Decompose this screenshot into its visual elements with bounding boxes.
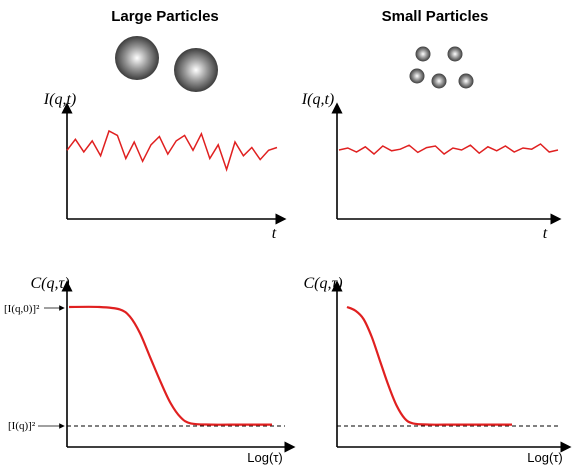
small-particle-sphere bbox=[415, 46, 431, 62]
small-particle-sphere bbox=[431, 73, 447, 89]
small-correlation-xlabel: Log(τ) bbox=[527, 450, 562, 465]
large-correlation-ylabel: C(q,τ) bbox=[30, 275, 69, 292]
large-particles-title: Large Particles bbox=[111, 8, 219, 25]
large-particle-sphere bbox=[174, 48, 218, 92]
large-intensity-axes bbox=[61, 102, 287, 225]
large-correlation-axes bbox=[61, 280, 296, 453]
small-correlation-axes bbox=[331, 280, 572, 453]
large-intensity-xlabel: t bbox=[272, 225, 277, 242]
large-intensity-ylabel: I(q,t) bbox=[43, 91, 76, 108]
large-correlation-curve bbox=[68, 305, 272, 426]
large-particle-sphere bbox=[115, 36, 159, 80]
large-correlation-xlabel: Log(τ) bbox=[247, 450, 282, 465]
small-intensity-xlabel: t bbox=[543, 225, 548, 242]
small-intensity-axes bbox=[331, 102, 562, 225]
small-correlation-ylabel: C(q,τ) bbox=[303, 275, 342, 292]
small-particle-sphere bbox=[409, 68, 425, 84]
small-intensity-trace bbox=[338, 143, 559, 155]
small-correlation-curve bbox=[346, 305, 512, 426]
y-bottom-label: [I(q)]² bbox=[8, 420, 36, 432]
small-particles-title: Small Particles bbox=[382, 8, 489, 25]
small-intensity-ylabel: I(q,t) bbox=[301, 91, 334, 108]
small-particle-sphere bbox=[447, 46, 463, 62]
y-top-label: [I(q,0)]² bbox=[4, 303, 40, 315]
small-particle-sphere bbox=[458, 73, 474, 89]
large-intensity-trace bbox=[66, 129, 278, 172]
